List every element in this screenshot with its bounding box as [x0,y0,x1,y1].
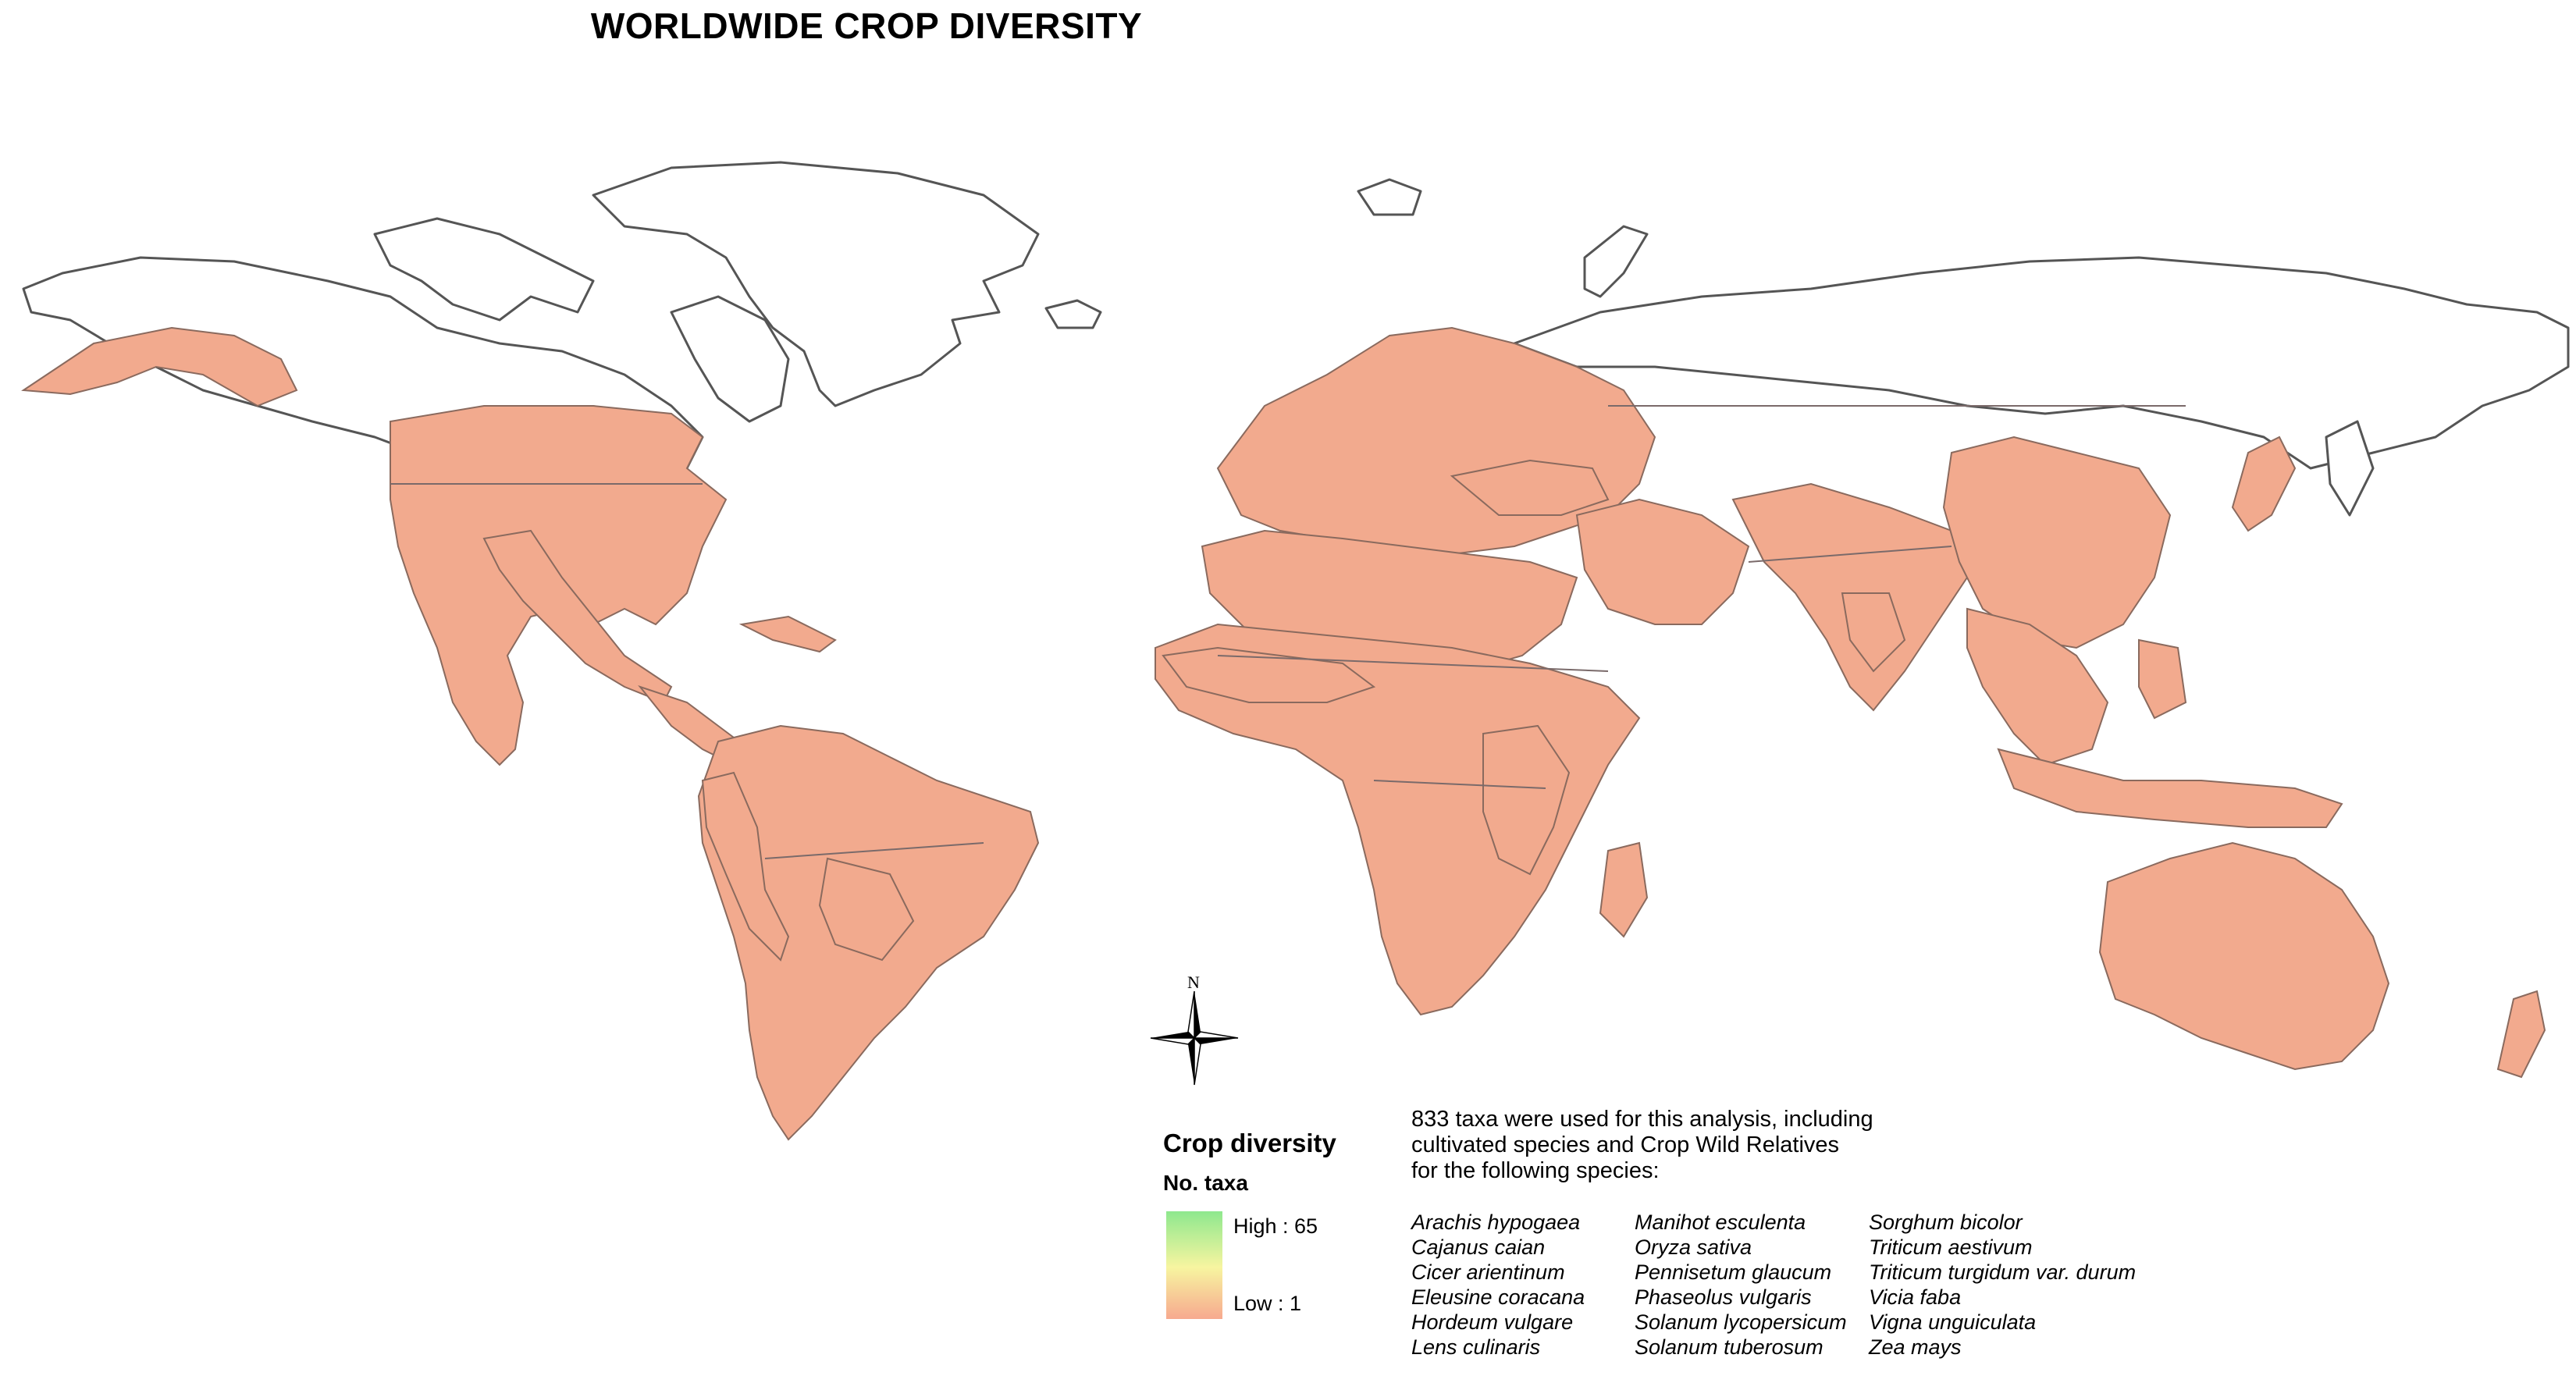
southeast-asia [1966,607,2109,766]
species-name: Sorghum bicolor [1869,1211,2023,1234]
species-name: Phaseolus vulgaris [1635,1285,1812,1309]
notes-line: cultivated species and Crop Wild Relativ… [1411,1132,1840,1157]
species-name: Solanum lycopersicum [1635,1310,1847,1334]
east-africa-high [1482,724,1571,876]
species-name: Eleusine coracana [1411,1285,1585,1309]
legend-title: Crop diversity [1163,1129,1336,1157]
species-name: Lens culinaris [1411,1335,1541,1359]
species-name: Cajanus caian [1411,1235,1546,1259]
species-column-1: Arachis hypogaea Cajanus caian Cicer ari… [1411,1210,1585,1360]
species-name: Triticum turgidum var. durum [1869,1260,2137,1284]
brazil-high [818,857,915,962]
species-name: Triticum aestivum [1869,1235,2033,1259]
canada-arctic-islands [373,217,595,322]
country-borders [390,405,2186,859]
svalbard [1357,178,1422,216]
andes-high [701,771,790,962]
species-name: Vigna unguiculata [1869,1310,2037,1334]
legend-high-label: High : 65 [1233,1214,1318,1238]
alaska [21,326,298,407]
notes-line: 833 taxa were used for this analysis, in… [1411,1107,1873,1132]
philippines [2138,638,2187,720]
novaya-zemlya [1583,225,1649,298]
legend-subtitle: No. taxa [1163,1171,1248,1195]
notes-line: for the following species: [1411,1158,1660,1183]
australia [2098,841,2390,1071]
greenland [592,161,1040,407]
madagascar [1599,841,1649,938]
compass-north-label: N [1187,972,1200,992]
species-name: Pennisetum glaucum [1635,1260,1832,1284]
species-name: Manihot esculenta [1635,1211,1806,1234]
legend-low-label: Low : 1 [1233,1292,1302,1315]
north-arrow-icon [1150,990,1239,1086]
species-name: Arachis hypogaea [1411,1211,1581,1234]
new-zealand [2496,990,2546,1079]
diversity-land [21,326,2546,1141]
analysis-notes: 833 taxa were used for this analysis, in… [1411,1107,1873,1184]
siberia-north [1513,256,2570,470]
japan [2231,436,2297,532]
legend-color-ramp [1166,1211,1222,1319]
east-asia [1942,436,2172,649]
species-name: Zea mays [1869,1335,1962,1359]
middle-east [1575,498,1750,625]
species-column-2: Manihot esculenta Oryza sativa Pennisetu… [1635,1210,1847,1360]
india-high [1841,592,1906,673]
caribbean [738,615,837,653]
map-title: WORLDWIDE CROP DIVERSITY [590,5,1143,46]
west-africa-high [1162,646,1376,703]
species-name: Hordeum vulgare [1411,1310,1574,1334]
iceland [1044,299,1102,329]
species-column-3: Sorghum bicolor Triticum aestivum Tritic… [1869,1210,2136,1360]
species-name: Vicia faba [1869,1285,1962,1309]
sub-saharan-africa [1155,623,1641,1016]
species-name: Oryza sativa [1635,1235,1752,1259]
kamchatka [2325,420,2375,517]
species-name: Solanum tuberosum [1635,1335,1823,1359]
species-name: Cicer arientinum [1411,1260,1565,1284]
baffin-island [670,295,790,423]
indonesia [1997,748,2343,828]
mediterranean-high [1450,459,1610,516]
